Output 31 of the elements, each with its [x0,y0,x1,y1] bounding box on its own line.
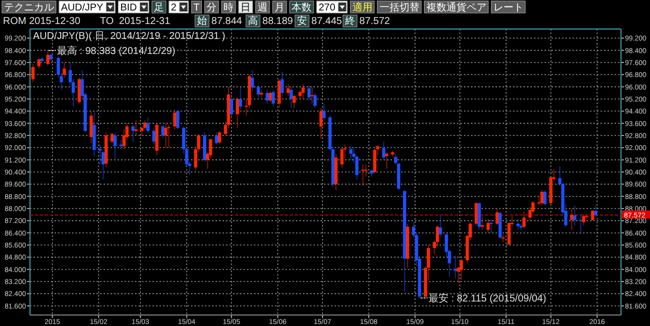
text: 時 [224,2,234,14]
text: 分 [206,2,217,14]
text: 87.445 [311,16,342,27]
text: ROM 2015-12-30 [3,16,81,27]
text: 安 [297,15,307,27]
text: 高 [248,15,258,27]
text: レート [493,2,524,14]
text: 本数 [292,2,312,14]
text: 2 [170,2,177,14]
text: 足 [154,2,164,14]
text: T [193,2,200,14]
text: AUD/JPY [61,2,104,14]
chart-title: AUD/JPY(B)( 日, 2014/12/19 - 2015/12/31 ) [33,31,226,42]
text: テクニカル [4,2,54,14]
text: 終 [344,15,355,27]
annotation: 最安 : 82.115 (2015/09/04) [428,292,546,305]
text: 週 [258,2,268,14]
text: 270 [318,2,336,14]
text: 一括切替 [379,2,420,14]
text: 始 [197,16,207,27]
text: BID [120,2,137,14]
text: TO [100,16,114,27]
text: 適用 [352,2,372,14]
text: 複数通貨ペア [426,2,486,14]
text: 87.844 [211,16,242,27]
text: 2015-12-31 [119,16,171,27]
text: 月 [274,2,285,14]
text: 88.189 [262,16,294,27]
annotation: 最高 : 98.383 (2014/12/29) [56,45,176,58]
text: 87.572 [359,16,390,27]
text: 日 [240,2,251,14]
